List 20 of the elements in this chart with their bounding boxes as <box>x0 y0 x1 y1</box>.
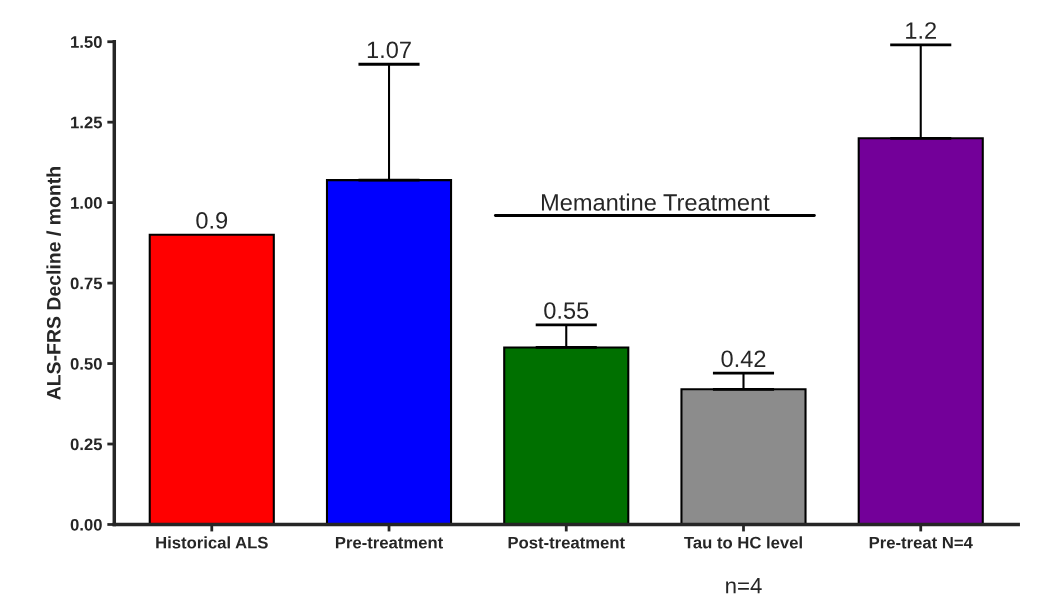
y-tick-label: 0.50 <box>70 357 102 370</box>
annotation: 0.55 <box>544 302 589 319</box>
annotation: 1.2 <box>906 22 936 39</box>
x-tick-label: Historical ALS <box>156 536 268 549</box>
x-tick-label: Pre-treat N=4 <box>869 536 973 549</box>
annotation: 0.9 <box>196 212 228 229</box>
text: n=4 <box>726 578 762 594</box>
annotation: 1.07 <box>367 41 411 59</box>
y-tick-label: 1.50 <box>71 36 102 48</box>
annotation: 0.42 <box>721 350 766 368</box>
y-tick-label: 0.75 <box>70 277 103 290</box>
y-tick-label: 0.00 <box>70 518 102 531</box>
annotation: Memantine Treatment <box>541 193 770 211</box>
x-tick-label: Tau to HC level <box>684 536 802 549</box>
y-axis-title: ALS-FRS Decline / month <box>46 167 61 400</box>
x-tick-label: Post-treatment <box>508 536 625 549</box>
x-tick-label: Pre-treatment <box>335 536 443 549</box>
y-tick-label: 0.25 <box>70 438 103 451</box>
y-tick-label: 1.00 <box>71 197 102 209</box>
y-tick-label: 1.25 <box>71 116 103 129</box>
